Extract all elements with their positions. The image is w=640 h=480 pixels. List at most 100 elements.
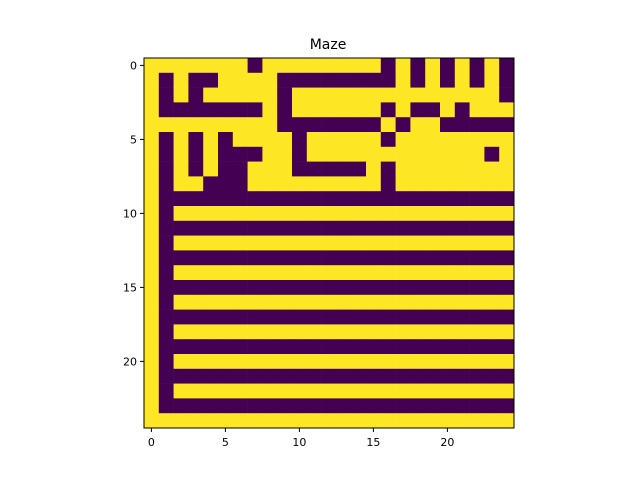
maze-cell xyxy=(351,176,367,192)
maze-cell xyxy=(351,294,367,310)
maze-cell xyxy=(410,413,426,429)
maze-cell xyxy=(321,250,337,266)
maze-cell xyxy=(336,117,352,133)
maze-cell xyxy=(440,87,456,103)
maze-cell xyxy=(158,368,174,384)
maze-cell xyxy=(306,294,322,310)
maze-cell xyxy=(380,250,396,266)
maze-cell xyxy=(425,117,441,133)
maze-cell xyxy=(144,413,160,429)
y-axis: 0 5 10 15 20 xyxy=(123,59,144,368)
maze-cell xyxy=(410,102,426,118)
maze-cell xyxy=(203,161,219,177)
maze-cell xyxy=(203,220,219,236)
maze-cell xyxy=(218,206,234,222)
maze-cell xyxy=(454,146,470,162)
maze-cell xyxy=(247,72,263,88)
maze-cell xyxy=(321,87,337,103)
maze-cell xyxy=(321,72,337,88)
maze-cell xyxy=(292,250,308,266)
maze-cell xyxy=(454,191,470,207)
maze-cell xyxy=(499,146,515,162)
maze-cell xyxy=(440,102,456,118)
maze-cell xyxy=(292,117,308,133)
maze-cell xyxy=(366,87,382,103)
maze-cell xyxy=(454,413,470,429)
maze-cell xyxy=(262,72,278,88)
maze-cell xyxy=(247,294,263,310)
maze-cell xyxy=(144,58,160,74)
maze-cell xyxy=(144,132,160,148)
maze-cell xyxy=(262,413,278,429)
maze-cell xyxy=(306,58,322,74)
maze-cell xyxy=(218,176,234,192)
maze-cell xyxy=(277,72,293,88)
maze-cell xyxy=(425,161,441,177)
maze-cell xyxy=(203,368,219,384)
maze-cell xyxy=(499,102,515,118)
maze-cell xyxy=(321,132,337,148)
maze-cell xyxy=(321,309,337,325)
maze-cell xyxy=(380,280,396,296)
maze-cell xyxy=(232,235,248,251)
maze-cell xyxy=(351,265,367,281)
maze-cell xyxy=(469,294,485,310)
maze-cell xyxy=(469,280,485,296)
maze-cell xyxy=(395,339,411,355)
x-tick-label: 20 xyxy=(440,436,454,449)
maze-cell xyxy=(203,383,219,399)
maze-cell xyxy=(218,309,234,325)
maze-cell xyxy=(277,191,293,207)
maze-cell xyxy=(277,280,293,296)
maze-cell xyxy=(469,58,485,74)
maze-cell xyxy=(306,354,322,370)
maze-cell xyxy=(158,176,174,192)
maze-cell xyxy=(469,191,485,207)
maze-cell xyxy=(247,220,263,236)
maze-cell xyxy=(144,206,160,222)
maze-cell xyxy=(173,398,189,414)
maze-cell xyxy=(366,206,382,222)
maze-cell xyxy=(158,398,174,414)
maze-cell xyxy=(336,161,352,177)
maze-cell xyxy=(425,324,441,340)
maze-cell xyxy=(440,146,456,162)
maze-cell xyxy=(306,220,322,236)
maze-cell xyxy=(144,220,160,236)
maze-cell xyxy=(425,87,441,103)
maze-cell xyxy=(277,176,293,192)
maze-cell xyxy=(366,383,382,399)
maze-cell xyxy=(262,354,278,370)
maze-cell xyxy=(425,294,441,310)
maze-cell xyxy=(366,176,382,192)
maze-cell xyxy=(499,132,515,148)
maze-cell xyxy=(232,191,248,207)
maze-cell xyxy=(203,413,219,429)
maze-cell xyxy=(292,235,308,251)
maze-cell xyxy=(484,176,500,192)
maze-cell xyxy=(380,368,396,384)
maze-cell xyxy=(321,280,337,296)
maze-cell xyxy=(336,206,352,222)
maze-cell xyxy=(380,294,396,310)
maze-cell xyxy=(218,280,234,296)
maze-cell xyxy=(321,398,337,414)
maze-cell xyxy=(232,309,248,325)
maze-cell xyxy=(262,309,278,325)
maze-cell xyxy=(336,398,352,414)
x-tick-label: 15 xyxy=(366,436,380,449)
maze-cell xyxy=(173,220,189,236)
maze-cell xyxy=(440,58,456,74)
maze-cell xyxy=(158,354,174,370)
maze-cell xyxy=(262,235,278,251)
maze-cell xyxy=(454,206,470,222)
maze-cell xyxy=(173,265,189,281)
maze-cell xyxy=(292,72,308,88)
maze-cell xyxy=(173,294,189,310)
maze-cell xyxy=(292,220,308,236)
maze-cell xyxy=(262,250,278,266)
maze-cell xyxy=(247,102,263,118)
maze-cell xyxy=(277,58,293,74)
maze-cell xyxy=(366,354,382,370)
maze-cell xyxy=(410,87,426,103)
